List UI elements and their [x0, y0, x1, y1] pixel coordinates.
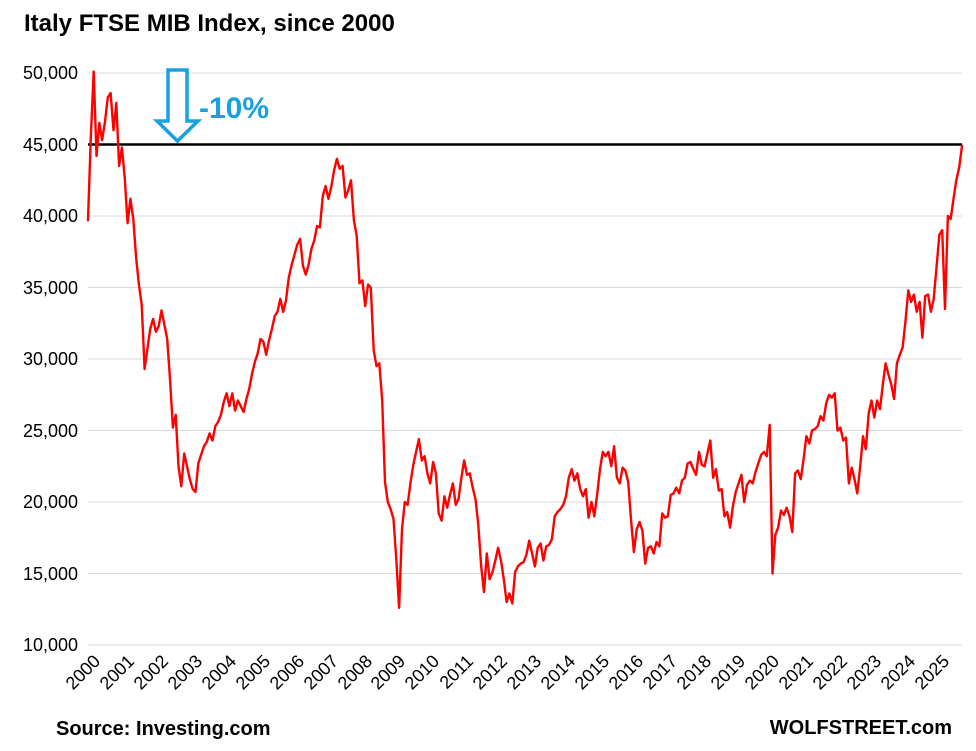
y-tick-label: 30,000	[22, 349, 78, 369]
y-tick-label: 10,000	[22, 635, 78, 655]
down-arrow-icon	[152, 68, 203, 144]
drawdown-label: -10%	[199, 92, 270, 125]
source-credit: Source: Investing.com	[56, 718, 271, 740]
y-tick-label: 35,000	[22, 277, 78, 298]
y-tick-label: 20,000	[22, 492, 78, 512]
wolfstreet-brand: WOLFSTREET.com	[769, 717, 952, 739]
y-tick-label: 40,000	[22, 206, 78, 226]
ftse-mib-line-series	[86, 70, 964, 609]
chart-title: Italy FTSE MIB Index, since 2000	[24, 10, 395, 37]
y-tick-label: 45,000	[22, 134, 78, 155]
y-tick-label: 50,000	[22, 63, 78, 83]
y-tick-label: 15,000	[22, 563, 78, 584]
y-tick-label: 25,000	[22, 420, 78, 441]
